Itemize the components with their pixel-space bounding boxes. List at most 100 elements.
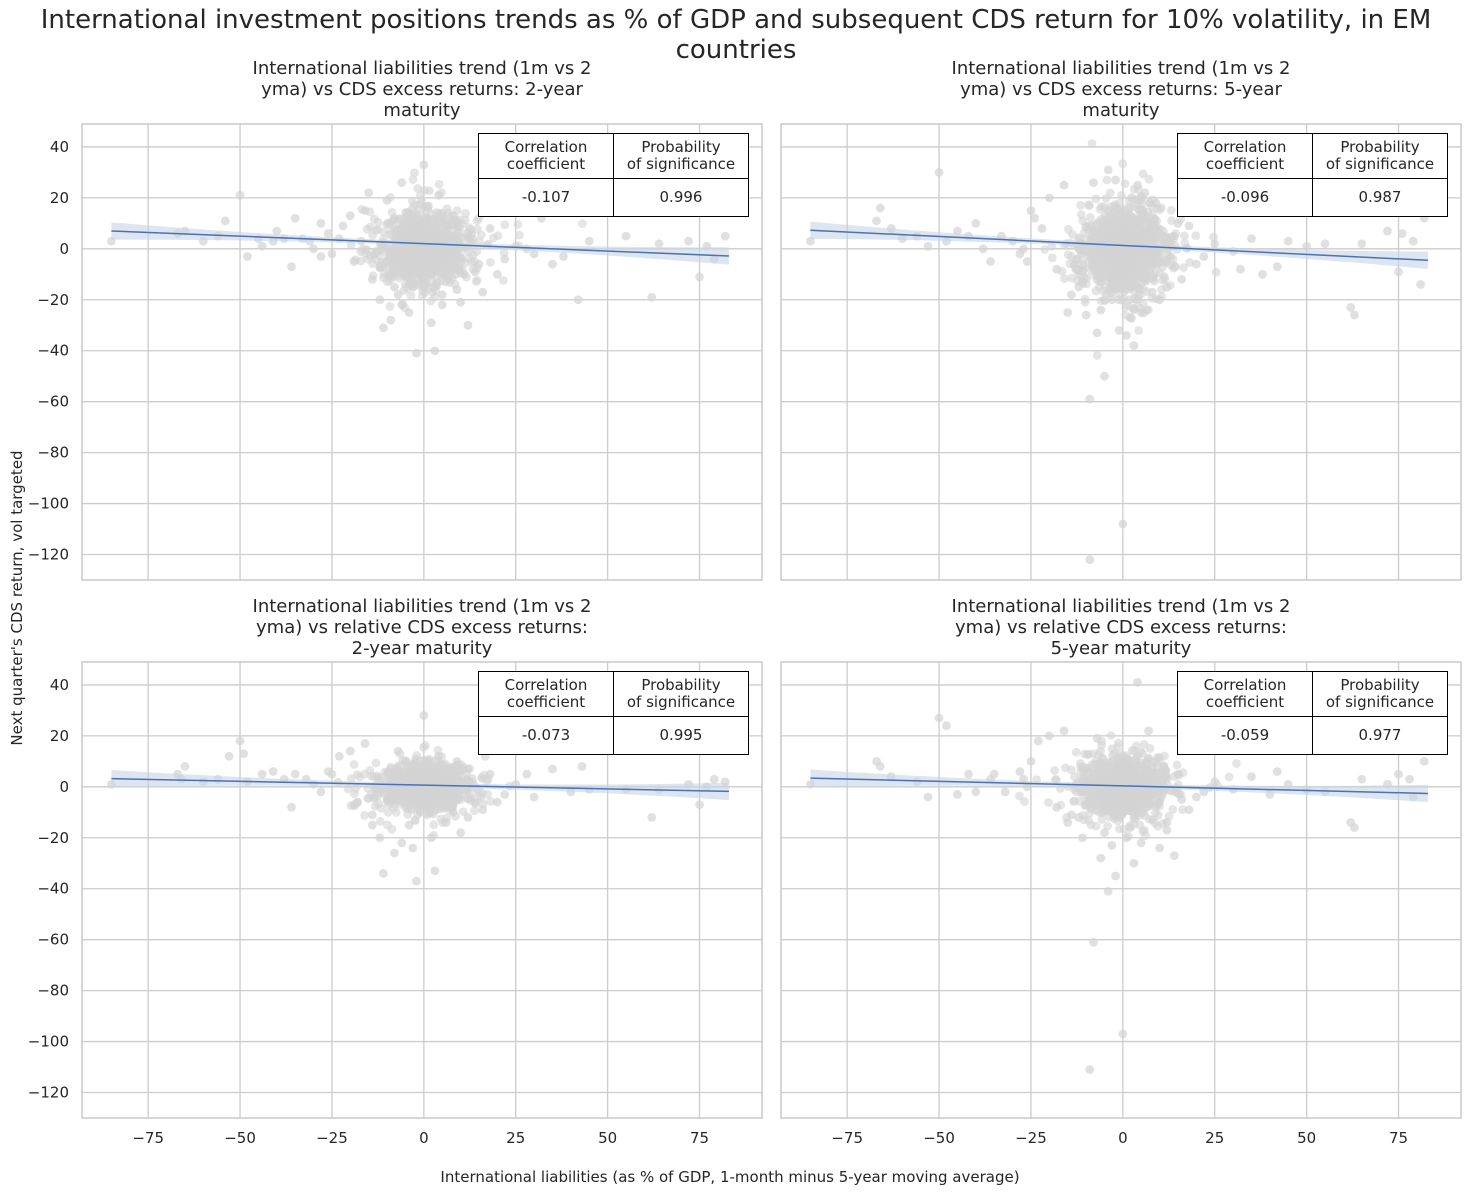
scatter-point	[1110, 200, 1120, 209]
scatter-point	[1103, 165, 1113, 175]
scatter-point	[1166, 252, 1176, 261]
scatter-point	[361, 249, 371, 259]
scatter-point	[287, 802, 296, 812]
scatter-point	[1000, 787, 1010, 797]
scatter-point	[654, 239, 664, 249]
scatter-point	[1138, 270, 1148, 280]
scatter-point	[441, 277, 451, 287]
scatter-point	[367, 274, 377, 284]
scatter-point	[1134, 326, 1144, 335]
scatter-point	[1191, 231, 1201, 241]
scatter-point	[695, 272, 704, 282]
x-tick-label: 75	[690, 1129, 709, 1147]
scatter-point	[548, 259, 557, 269]
scatter-point	[1105, 284, 1114, 294]
scatter-point	[1096, 853, 1106, 863]
scatter-point	[559, 252, 568, 261]
scatter-point	[1060, 274, 1069, 284]
scatter-point	[577, 762, 587, 771]
scatter-point	[1136, 838, 1146, 848]
scatter-point	[1210, 239, 1220, 249]
scatter-point	[647, 292, 657, 302]
scatter-point	[1130, 761, 1139, 771]
scatter-point	[1177, 274, 1187, 284]
scatter-point	[1121, 761, 1131, 771]
scatter-point	[1118, 1029, 1128, 1039]
scatter-point	[1079, 766, 1089, 776]
scatter-point	[1394, 769, 1403, 779]
scatter-point	[1092, 734, 1102, 743]
scatter-point	[1111, 175, 1120, 185]
scatter-point	[457, 256, 466, 266]
scatter-point	[1133, 677, 1142, 687]
scatter-point	[1191, 792, 1201, 802]
scatter-point	[1320, 239, 1330, 249]
y-tick-label: −120	[28, 1084, 69, 1102]
scatter-point	[971, 787, 981, 797]
scatter-point	[366, 771, 376, 781]
scatter-point	[423, 201, 433, 211]
scatter-point	[1419, 756, 1429, 766]
scatter-point	[621, 231, 631, 241]
scatter-point	[1236, 264, 1245, 274]
scatter-point	[1113, 257, 1122, 266]
scatter-point	[1153, 753, 1162, 763]
scatter-point	[457, 228, 467, 237]
scatter-point	[257, 241, 267, 251]
scatter-point	[1209, 232, 1218, 242]
scatter-point	[406, 291, 416, 301]
scatter-point	[1177, 795, 1187, 804]
scatter-point	[1210, 777, 1220, 787]
scatter-point	[408, 196, 417, 206]
scatter-point	[1040, 245, 1050, 254]
scatter-point	[1247, 234, 1256, 244]
scatter-point	[1185, 258, 1195, 267]
scatter-point	[1100, 296, 1110, 305]
scatter-point	[1133, 180, 1142, 190]
scatter-point	[1107, 227, 1117, 237]
scatter-point	[1357, 774, 1367, 784]
scatter-point	[1037, 224, 1047, 233]
x-tick-label: 0	[419, 1129, 429, 1147]
scatter-point	[429, 820, 439, 830]
scatter-point	[367, 810, 377, 820]
scatter-point	[1085, 555, 1095, 565]
scatter-point	[464, 776, 473, 786]
scatter-point	[385, 302, 395, 311]
scatter-point	[1078, 833, 1087, 843]
scatter-point	[1104, 804, 1114, 814]
scatter-point	[290, 769, 300, 779]
scatter-point	[327, 249, 337, 259]
scatter-point	[1133, 199, 1143, 209]
scatter-point	[1051, 774, 1060, 784]
scatter-point	[1346, 303, 1356, 312]
scatter-point	[1125, 823, 1135, 832]
scatter-point	[1086, 774, 1095, 784]
scatter-point	[1090, 759, 1100, 769]
scatter-point	[373, 773, 383, 783]
scatter-point	[1155, 295, 1164, 305]
y-tick-label: −60	[37, 393, 69, 411]
scatter-point	[500, 220, 510, 230]
scatter-point	[243, 252, 252, 261]
scatter-point	[953, 790, 962, 799]
scatter-point	[1080, 297, 1090, 307]
scatter-point	[386, 315, 396, 325]
scatter-point	[467, 229, 477, 238]
scatter-point	[362, 224, 372, 234]
scatter-point	[923, 241, 933, 251]
scatter-point	[647, 812, 657, 822]
scatter-point	[1121, 302, 1131, 312]
scatter-point	[360, 739, 370, 748]
scatter-point	[1088, 749, 1098, 758]
scatter-point	[1111, 871, 1120, 881]
scatter-point	[382, 219, 392, 229]
panel-4: −75 −50 −25 0 25 50 75	[780, 661, 1462, 1147]
scatter-point	[1272, 767, 1282, 776]
scatter-point	[426, 296, 436, 306]
scatter-point	[1136, 747, 1145, 757]
scatter-point	[1107, 841, 1117, 850]
scatter-point	[375, 295, 385, 305]
